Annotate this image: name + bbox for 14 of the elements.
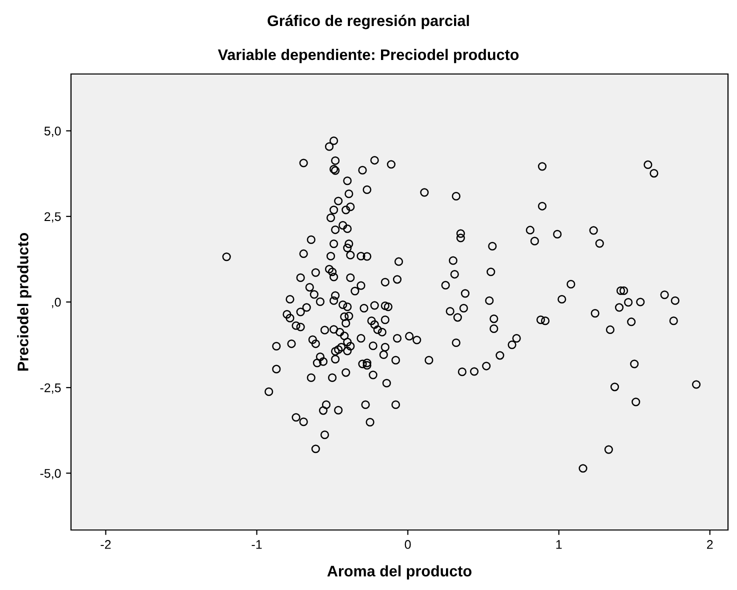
- y-tick-label: 2,5: [44, 212, 61, 223]
- x-tick-label: -2: [100, 540, 111, 549]
- x-tick-label: 1: [556, 540, 562, 549]
- y-axis-title: Preciodel producto: [17, 232, 32, 371]
- chart-subtitle: Variable dependiente: Preciodel producto: [218, 48, 519, 64]
- y-tick-label: 5,0: [44, 126, 61, 137]
- x-tick-label: 0: [404, 540, 411, 549]
- x-axis-title: Aroma del producto: [327, 565, 472, 580]
- x-tick-label: -1: [252, 540, 262, 549]
- y-tick-label: -5,0: [40, 468, 61, 480]
- y-tick-label: -2,5: [40, 383, 61, 394]
- chart-title: Gráfico de regresión parcial: [268, 14, 469, 30]
- x-tick-label: 2: [707, 540, 713, 549]
- y-tick-label: ,0: [52, 298, 61, 308]
